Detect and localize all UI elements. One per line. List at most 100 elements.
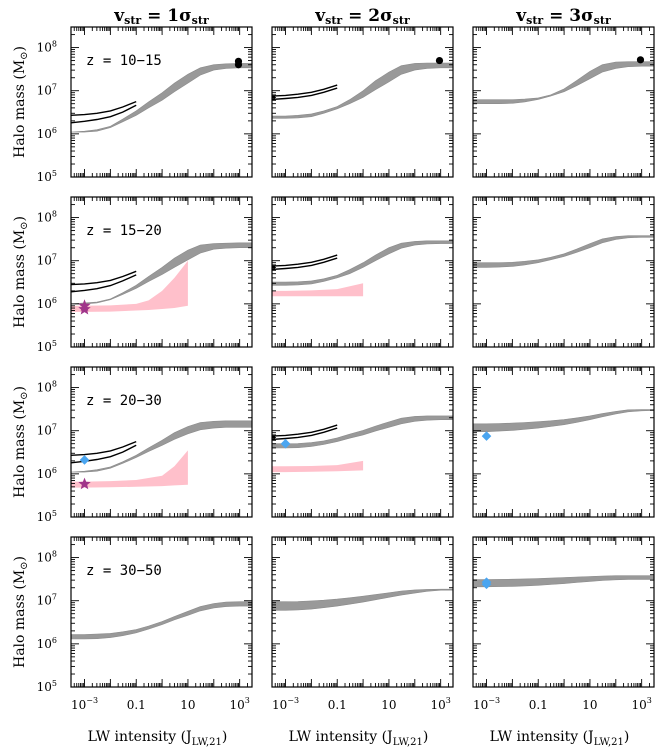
grey-band xyxy=(71,242,252,305)
x-tick-label: 10−3 xyxy=(71,696,98,712)
panel-frame xyxy=(271,536,454,688)
panel-r2-c2 xyxy=(472,366,655,518)
panel-ticks xyxy=(70,536,253,688)
y-tick-label: 108 xyxy=(37,210,57,225)
black-curve xyxy=(71,270,137,286)
grey-band xyxy=(272,240,453,286)
star-marker xyxy=(78,302,91,315)
y-axis-labels: Halo mass (M⊙) Halo mass (M⊙) Halo mass (M… xyxy=(12,46,30,668)
grey-band xyxy=(473,409,654,432)
x-axis-label: LW intensity (JLW,21) xyxy=(490,729,630,748)
x-tick-label: 0.1 xyxy=(127,698,146,712)
panel-data xyxy=(473,235,654,268)
panel-r1-c0: 105 106 107 108 z = 15−20 xyxy=(37,196,253,354)
y-tick-label: 106 xyxy=(37,126,57,141)
grey-band xyxy=(272,62,453,119)
panel-r1-c2 xyxy=(472,196,655,348)
star-marker xyxy=(78,477,91,490)
star-marker xyxy=(78,299,91,312)
panel-ticks xyxy=(70,26,253,178)
y-tick-label: 107 xyxy=(37,253,57,268)
pink-band xyxy=(272,460,364,473)
black-curve xyxy=(272,424,338,437)
panel-frame xyxy=(472,26,655,178)
x-tick-label: 10 xyxy=(381,698,396,712)
panel-r0-c1 xyxy=(271,26,454,178)
redshift-label: z = 20−30 xyxy=(86,393,162,409)
grey-band xyxy=(71,420,252,473)
dot-marker xyxy=(435,56,444,65)
column-titles: vstr = 1σstr vstr = 2σstr vstr = 3σstr xyxy=(113,6,611,27)
panel-frame xyxy=(70,26,253,178)
redshift-label: z = 30−50 xyxy=(86,563,162,579)
black-curve xyxy=(272,84,338,97)
panel-frame xyxy=(271,196,454,348)
y-tick-label: 106 xyxy=(37,296,57,311)
x-tick-label: 0.1 xyxy=(328,698,347,712)
dot-marker xyxy=(234,61,243,69)
panel-r1-c1 xyxy=(271,196,454,348)
y-tick-label: 105 xyxy=(37,339,57,354)
panel-data xyxy=(272,240,453,297)
black-curve xyxy=(71,440,137,456)
panel-ticks xyxy=(70,366,253,518)
y-tick-label: 105 xyxy=(37,679,57,694)
y-tick-label: 108 xyxy=(37,550,57,565)
redshift-label: z = 10−15 xyxy=(86,53,162,69)
black-curve xyxy=(272,87,338,101)
black-curve xyxy=(71,100,137,116)
panel-data xyxy=(71,601,252,640)
y-tick-label: 105 xyxy=(37,509,57,524)
grey-band xyxy=(473,575,654,588)
panel-ticks xyxy=(472,366,655,518)
panel-r2-c1 xyxy=(271,366,454,518)
panel-frame xyxy=(472,536,655,688)
diamond-marker xyxy=(79,455,90,465)
y-tick-label: 107 xyxy=(37,593,57,608)
x-tick-label: 10 xyxy=(180,698,195,712)
panel-ticks xyxy=(472,536,655,688)
x-tick-label: 103 xyxy=(229,696,249,712)
y-tick-label: 105 xyxy=(37,169,57,184)
column-title: vstr = 1σstr xyxy=(113,6,209,27)
pink-band xyxy=(272,283,364,297)
grey-band xyxy=(71,63,252,133)
panel-frame xyxy=(70,536,253,688)
y-tick-label: 107 xyxy=(37,83,57,98)
y-axis-label: Halo mass (M⊙) xyxy=(12,556,30,668)
y-tick-label: 108 xyxy=(37,40,57,55)
column-title: vstr = 2σstr xyxy=(314,6,410,27)
x-tick-label: 0.1 xyxy=(529,698,548,712)
y-axis-label: Halo mass (M⊙) xyxy=(12,386,30,498)
x-tick-label: 10−3 xyxy=(473,696,500,712)
y-tick-label: 107 xyxy=(37,423,57,438)
panel-frame xyxy=(472,196,655,348)
panel-r3-c1: 10−3 0.1 10 103 xyxy=(271,536,454,712)
x-tick-label: 10−3 xyxy=(272,696,299,712)
panel-ticks xyxy=(271,366,454,518)
black-curve xyxy=(71,104,137,124)
panel-data xyxy=(71,420,252,490)
panel-ticks xyxy=(271,536,454,688)
panel-data xyxy=(473,575,654,590)
x-axis-labels: LW intensity (JLW,21) LW intensity (JLW,2… xyxy=(88,729,630,748)
y-tick-label: 108 xyxy=(37,380,57,395)
panel-frame xyxy=(271,26,454,178)
panel-r3-c0: 105 106 107 108 z = 30−50 10−3 0.1 10 103 xyxy=(37,536,253,712)
black-curve xyxy=(272,257,338,271)
x-axis-label: LW intensity (JLW,21) xyxy=(88,729,228,748)
grey-band xyxy=(473,61,654,104)
panel-ticks xyxy=(70,196,253,348)
panel-frame xyxy=(70,366,253,518)
x-tick-label: 10 xyxy=(582,698,597,712)
x-axis-label: LW intensity (JLW,21) xyxy=(289,729,429,748)
x-tick-label: 103 xyxy=(631,696,651,712)
panel-frame xyxy=(70,196,253,348)
redshift-label: z = 15−20 xyxy=(86,223,162,239)
panel-ticks xyxy=(271,196,454,348)
x-tick-label: 103 xyxy=(430,696,450,712)
panel-data xyxy=(71,57,252,133)
panel-r0-c0: 105 106 107 108 z = 10−15 xyxy=(37,26,253,184)
grey-band xyxy=(71,601,252,640)
